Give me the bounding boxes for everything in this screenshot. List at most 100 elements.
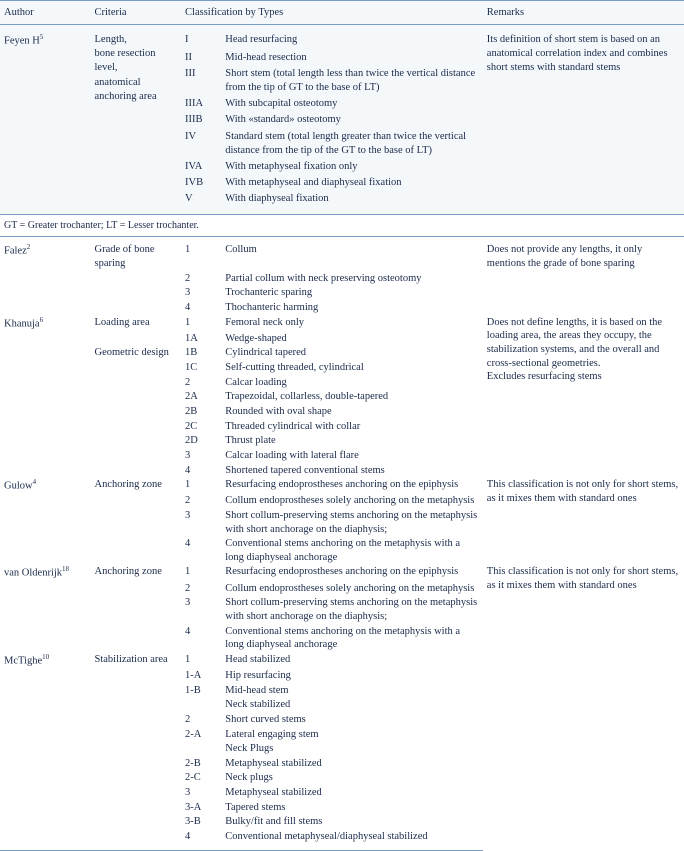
type-desc: With diaphyseal fixation [221,191,483,215]
criteria-cell: Anchoring zone [91,565,182,581]
type-desc: Resurfacing endoprostheses anchoring on … [221,478,483,494]
type-code: 2 [181,271,221,286]
type-code: 1 [181,565,221,581]
type-desc: Threaded cylindrical with collar [221,419,483,434]
remarks-cell [483,652,684,850]
type-code: V [181,191,221,215]
type-desc: Wedge-shaped [221,331,483,346]
type-desc: Collum endoprostheses solely anchoring o… [221,494,483,509]
author-cell: Feyen H5 [0,25,91,50]
type-desc: Short stem (total length less than twice… [221,66,483,96]
type-code: 2 [181,375,221,390]
type-desc: Conventional stems anchoring on the meta… [221,624,483,652]
criteria-cell: Length,bone resection level,anatomical a… [91,25,182,215]
type-desc: Resurfacing endoprostheses anchoring on … [221,565,483,581]
type-desc: Conventional stems anchoring on the meta… [221,537,483,565]
type-desc: Short collum-preserving stems anchoring … [221,508,483,536]
type-desc: Head stabilized [221,652,483,668]
author-cell: van Oldenrijk18 [0,565,91,581]
type-code [181,698,221,713]
remarks-cell: This classification is not only for shor… [483,565,684,652]
type-desc: Rounded with oval shape [221,404,483,419]
type-desc: Conventional metaphyseal/diaphyseal stab… [221,830,483,851]
type-desc: Standard stem (total length greater than… [221,129,483,159]
type-desc: With «standard» osteotomy [221,112,483,128]
type-code: 4 [181,463,221,478]
type-code: 2-A [181,727,221,742]
type-desc: Mid-head stem [221,683,483,698]
type-desc: Metaphyseal stabilized [221,756,483,771]
criteria-cell: Anchoring zone [91,478,182,494]
author-cell: Gulow4 [0,478,91,494]
type-code: 2C [181,419,221,434]
type-code: 3 [181,448,221,463]
type-code: IVB [181,175,221,191]
type-desc: Collum endoprostheses solely anchoring o… [221,581,483,596]
criteria-cell: Loading area [91,315,182,331]
type-desc: Calcar loading with lateral flare [221,448,483,463]
type-desc: Bulky/fit and fill stems [221,815,483,830]
type-code [181,742,221,757]
type-desc: Lateral engaging stem [221,727,483,742]
type-code: 1 [181,478,221,494]
type-code: 1 [181,652,221,668]
type-desc: Thochanteric harming [221,300,483,315]
criteria-cell-2: Geometric design [91,346,182,361]
type-code: 3 [181,596,221,624]
type-desc: Cylindrical tapered [221,346,483,361]
type-code: IIIA [181,96,221,112]
type-desc: Short curved stems [221,712,483,727]
type-code: 1C [181,361,221,376]
type-desc: Partial collum with neck preserving oste… [221,271,483,286]
type-code: 2-C [181,771,221,786]
type-desc: Shortened tapered conventional stems [221,463,483,478]
type-code: 1-B [181,683,221,698]
type-desc: Trochanteric sparing [221,286,483,301]
author-cell: Falez2 [0,237,91,271]
type-desc: Calcar loading [221,375,483,390]
col-classification: Classification by Types [181,1,483,25]
type-code: 4 [181,537,221,565]
type-code: 2 [181,712,221,727]
type-code: IIIB [181,112,221,128]
type-code: 3 [181,286,221,301]
col-author: Author [0,1,91,25]
footnote: GT = Greater trochanter; LT = Lesser tro… [0,215,684,237]
type-code: 2-B [181,756,221,771]
type-code: 1 [181,315,221,331]
type-desc: With subcapital osteotomy [221,96,483,112]
type-code: 1B [181,346,221,361]
type-code: IV [181,129,221,159]
remarks-cell: Does not provide any lengths, it only me… [483,237,684,315]
criteria-cell: Stabilization area [91,652,182,668]
type-desc: Hip resurfacing [221,668,483,683]
col-criteria: Criteria [91,1,182,25]
type-code: II [181,50,221,66]
type-desc: With metaphyseal fixation only [221,159,483,175]
criteria-cell: Grade of bone sparing [91,237,182,271]
type-desc: Femoral neck only [221,315,483,331]
remarks-cell: Does not define lengths, it is based on … [483,315,684,478]
author-cell: McTighe10 [0,652,91,668]
type-desc: Short collum-preserving stems anchoring … [221,596,483,624]
type-desc: Neck plugs [221,771,483,786]
type-code: IVA [181,159,221,175]
type-desc: Neck stabilized [221,698,483,713]
classification-table: AuthorCriteriaClassification by TypesRem… [0,0,684,851]
author-cell: Khanuja6 [0,315,91,331]
type-code: 1A [181,331,221,346]
type-code: 2B [181,404,221,419]
type-code: 1 [181,237,221,271]
type-code: III [181,66,221,96]
type-desc: Trapezoidal, collarless, double-tapered [221,390,483,405]
type-code: 2 [181,494,221,509]
type-code: 3-A [181,800,221,815]
type-code: 3-B [181,815,221,830]
type-desc: Self-cutting threaded, cylindrical [221,361,483,376]
type-code: 2 [181,581,221,596]
type-code: 1-A [181,668,221,683]
type-desc: Thrust plate [221,434,483,449]
remarks-cell: Its definition of short stem is based on… [483,25,684,215]
type-code: 2D [181,434,221,449]
type-code: 4 [181,300,221,315]
